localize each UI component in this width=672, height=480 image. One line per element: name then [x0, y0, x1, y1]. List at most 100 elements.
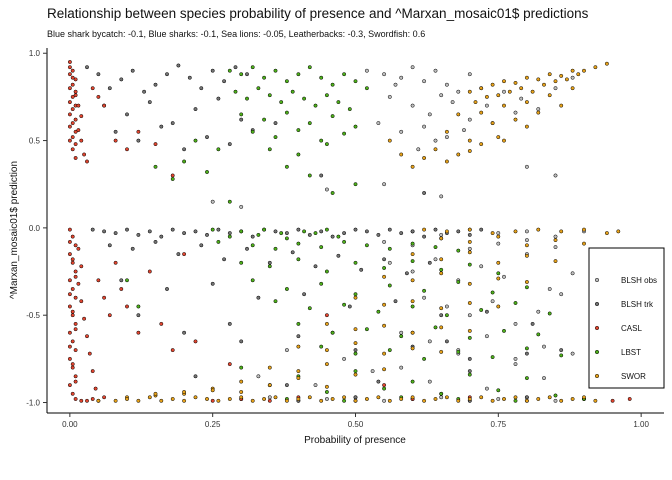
- point-blsh-obs: [467, 117, 472, 122]
- point-swor: [553, 79, 558, 84]
- x-tick-label: 0.50: [348, 420, 364, 429]
- point-swor: [410, 252, 415, 257]
- x-tick-label: 0.00: [62, 420, 78, 429]
- point-casl: [67, 383, 72, 388]
- point-swor: [524, 124, 529, 129]
- point-blsh-trk: [119, 77, 124, 82]
- point-blsh-obs: [410, 103, 415, 108]
- point-swor: [216, 398, 221, 403]
- point-lbst: [387, 283, 392, 288]
- point-casl: [90, 397, 95, 401]
- point-lbst: [524, 346, 529, 351]
- point-casl: [73, 274, 78, 279]
- point-swor: [524, 280, 529, 284]
- point-casl: [73, 243, 78, 248]
- point-lbst: [296, 321, 301, 326]
- point-casl: [170, 173, 175, 178]
- point-swor: [524, 100, 529, 105]
- point-blsh-trk: [239, 117, 244, 122]
- point-lbst: [387, 348, 392, 353]
- point-lbst: [284, 236, 289, 241]
- point-lbst: [290, 89, 295, 94]
- point-blsh-obs: [496, 231, 501, 236]
- point-casl: [70, 107, 75, 112]
- point-casl: [67, 138, 72, 143]
- point-casl: [76, 246, 81, 251]
- point-blsh-trk: [330, 234, 335, 239]
- point-blsh-trk: [364, 229, 369, 234]
- point-swor: [296, 397, 301, 401]
- chart-subtitle: Blue shark bycatch: -0.1, Blue sharks: -…: [47, 29, 426, 39]
- point-blsh-obs: [324, 187, 329, 192]
- point-lbst: [193, 138, 198, 143]
- point-blsh-obs: [553, 245, 558, 250]
- point-casl: [382, 383, 387, 388]
- point-blsh-obs: [444, 304, 449, 309]
- point-casl: [73, 348, 78, 353]
- point-casl: [79, 264, 84, 269]
- point-casl: [82, 316, 87, 321]
- point-blsh-trk: [467, 369, 472, 374]
- point-blsh-trk: [182, 330, 187, 335]
- point-swor: [467, 89, 472, 94]
- y-axis-ticks: 1.0 0.5 0.0 -0.5 -1.0: [26, 49, 47, 408]
- point-blsh-obs: [387, 94, 392, 99]
- point-swor: [536, 77, 541, 82]
- point-blsh-trk: [96, 72, 101, 77]
- point-lbst: [387, 246, 392, 251]
- point-casl: [76, 128, 81, 133]
- point-blsh-obs: [524, 229, 529, 234]
- point-swor: [296, 369, 301, 374]
- point-swor: [342, 395, 347, 400]
- point-casl: [73, 379, 78, 384]
- point-blsh-obs: [376, 121, 381, 126]
- point-lbst: [330, 191, 335, 195]
- point-blsh-obs: [342, 356, 347, 361]
- point-lbst: [267, 93, 272, 98]
- point-casl: [67, 278, 72, 283]
- point-lbst: [490, 355, 495, 360]
- legend-label: CASL: [621, 324, 642, 333]
- point-blsh-obs: [382, 72, 387, 77]
- point-swor: [433, 397, 438, 401]
- point-swor: [536, 397, 541, 401]
- point-blsh-trk: [353, 348, 358, 353]
- point-blsh-obs: [422, 79, 427, 84]
- point-swor: [182, 390, 187, 394]
- point-casl: [267, 398, 272, 403]
- chart-title: Relationship between species probability…: [47, 6, 589, 21]
- point-blsh-trk: [90, 227, 95, 232]
- point-casl: [102, 395, 107, 400]
- point-swor: [227, 397, 232, 401]
- point-swor: [399, 397, 404, 401]
- point-casl: [70, 362, 75, 367]
- point-lbst: [319, 281, 324, 286]
- point-lbst: [342, 239, 347, 244]
- point-swor: [576, 72, 581, 77]
- legend-box: [588, 247, 665, 389]
- point-swor: [410, 299, 415, 304]
- point-lbst: [250, 65, 255, 70]
- point-lbst: [353, 182, 358, 187]
- point-swor: [467, 138, 472, 143]
- point-blsh-trk: [227, 231, 232, 236]
- point-blsh-trk: [210, 281, 215, 286]
- point-casl: [102, 103, 107, 108]
- point-swor: [479, 86, 484, 91]
- y-tick-label: -0.5: [26, 311, 40, 320]
- point-blsh-trk: [107, 243, 112, 248]
- point-blsh-obs: [484, 334, 489, 339]
- point-swor: [559, 103, 564, 108]
- point-lbst: [399, 334, 404, 339]
- point-blsh-obs: [456, 89, 461, 94]
- point-blsh-trk: [239, 339, 244, 344]
- point-swor: [490, 82, 495, 87]
- point-lbst: [496, 388, 501, 393]
- point-casl: [73, 117, 78, 122]
- point-casl: [73, 321, 78, 326]
- point-blsh-obs: [484, 103, 489, 108]
- point-swor: [547, 395, 552, 400]
- point-blsh-obs: [467, 313, 472, 318]
- point-casl: [70, 391, 75, 396]
